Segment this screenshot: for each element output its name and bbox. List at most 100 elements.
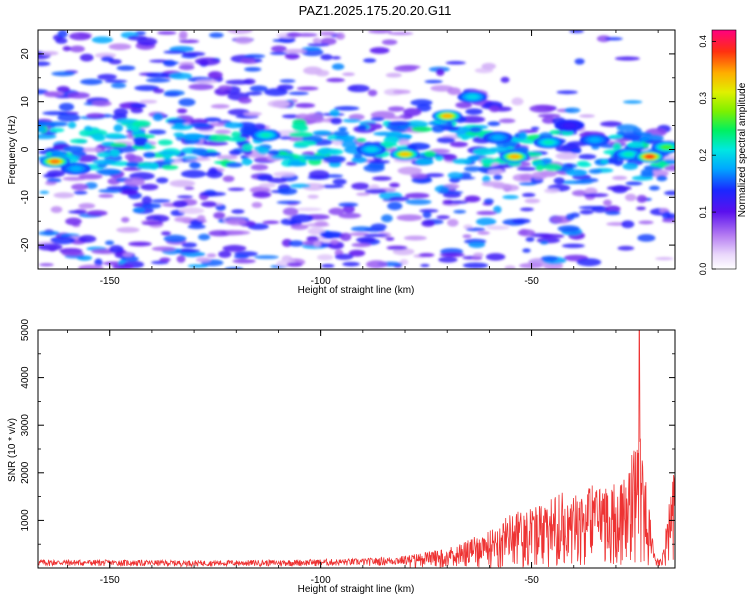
spectrogram-cell xyxy=(290,214,314,223)
spectrogram-cell xyxy=(208,230,232,237)
spectrogram-cell xyxy=(59,233,80,238)
spectrogram-y-tick-label: -10 xyxy=(20,190,31,205)
spectrogram-cell xyxy=(418,253,435,258)
spectrogram-cell xyxy=(187,224,206,230)
spectrogram-cell xyxy=(229,149,241,156)
spectrogram-cell xyxy=(614,56,640,61)
spectrogram-cell xyxy=(269,51,288,55)
spectrogram-cell xyxy=(38,61,51,67)
spectrogram-cell xyxy=(152,112,164,122)
spectrogram-cell xyxy=(129,103,147,109)
spectrogram-cell xyxy=(459,172,472,178)
spectrogram-hotspot xyxy=(70,166,81,171)
spectrogram-cell xyxy=(277,187,298,195)
spectrogram-cell xyxy=(452,158,473,165)
spectrogram-cell xyxy=(578,154,597,160)
spectrogram-cell xyxy=(621,220,635,229)
colorbar-tick-label: 0.4 xyxy=(698,35,708,48)
spectrogram-cell xyxy=(387,131,402,137)
spectrogram-cell xyxy=(524,198,541,204)
spectrogram-cell xyxy=(655,256,674,261)
spectrogram-y-ticks: -20 -10 0 10 20 xyxy=(20,29,675,270)
spectrogram-cell xyxy=(410,99,433,107)
spectrogram-cell xyxy=(226,137,247,142)
spectrogram-cell xyxy=(39,263,54,267)
spectrogram-cell xyxy=(389,196,410,202)
spectrogram-cell xyxy=(132,207,145,213)
spectrogram-cell xyxy=(301,46,321,51)
spectrogram-cell xyxy=(381,214,393,223)
spectrogram-cell xyxy=(227,187,245,192)
spectrogram-cell xyxy=(253,146,265,152)
spectrogram-cell xyxy=(539,240,549,245)
spectrogram-cell xyxy=(578,205,604,210)
spectrogram-cell xyxy=(441,126,460,131)
spectrogram-cell xyxy=(447,87,461,95)
spectrogram-cell xyxy=(276,200,302,205)
spectrogram-cell xyxy=(369,47,390,54)
spectrogram-cell xyxy=(605,210,621,216)
spectrogram-cell xyxy=(139,99,158,104)
spectrogram-cell xyxy=(191,148,208,156)
spectrogram-cell xyxy=(516,166,537,171)
spectrogram-hotspot xyxy=(644,154,655,159)
snr-y-label: SNR (10 * v/v) xyxy=(7,418,18,482)
spectrogram-cell xyxy=(62,145,85,153)
spectrogram-cell xyxy=(68,210,87,214)
spectrogram-cell xyxy=(169,179,196,188)
spectrogram-cell xyxy=(464,166,482,172)
spectrogram-cell xyxy=(323,155,346,164)
spectrogram-cell xyxy=(386,123,410,131)
spectrogram-cell xyxy=(369,159,390,164)
spectrogram-cell xyxy=(468,241,486,248)
spectrogram-cell xyxy=(153,88,165,94)
spectrogram-cell xyxy=(415,158,434,165)
spectrogram-cell xyxy=(449,141,468,148)
spectrogram-cell xyxy=(471,256,483,261)
spectrogram-cell xyxy=(121,256,139,262)
spectrogram-cell xyxy=(56,86,70,93)
spectrogram-cell xyxy=(86,210,108,217)
spectrogram-cell xyxy=(600,159,609,164)
spectrogram-cell xyxy=(326,77,345,83)
spectrogram-cell xyxy=(368,30,393,34)
spectrogram-cell xyxy=(157,31,177,35)
spectrogram-cell xyxy=(328,207,345,216)
spectrogram-cell xyxy=(97,73,117,80)
spectrogram-cell xyxy=(182,51,206,57)
spectrogram-hotspot xyxy=(623,152,634,157)
spectrogram-cell xyxy=(462,262,489,269)
spectrogram-cell xyxy=(529,104,555,113)
spectrogram-cell xyxy=(383,116,405,120)
spectrogram-x-label: Height of straight line (km) xyxy=(298,285,415,296)
spectrogram-cell xyxy=(50,236,76,245)
spectrogram-cell xyxy=(549,130,561,135)
spectrogram-cell xyxy=(194,57,221,66)
spectrogram-cell xyxy=(290,224,309,230)
spectrogram-hotspot xyxy=(661,144,672,150)
colorbar-tick-label: 0.0 xyxy=(698,263,708,276)
spectrogram-cell xyxy=(436,136,456,144)
colorbar-frame xyxy=(711,29,737,270)
spectrogram-cell xyxy=(331,63,345,71)
spectrogram-cell xyxy=(469,126,482,133)
spectrogram-cell xyxy=(113,124,124,133)
spectrogram-cell xyxy=(404,120,429,128)
spectrogram-cell xyxy=(583,193,609,198)
spectrogram-cell xyxy=(363,58,377,63)
spectrogram-cell xyxy=(156,177,169,184)
snr-panel: -150 -100 -50 1000 2000 3000 4000 5000 Height … xyxy=(7,318,676,595)
spectrogram-cell xyxy=(218,250,232,258)
spectrogram-cell xyxy=(366,260,388,269)
spectrogram-cell xyxy=(635,131,652,137)
spectrogram-cell xyxy=(244,54,266,59)
spectrogram-hotspot xyxy=(442,113,453,119)
spectrogram-cell xyxy=(477,231,490,235)
spectrogram-cell xyxy=(79,129,92,137)
spectrogram-cell xyxy=(500,76,510,83)
spectrogram-cell xyxy=(78,173,103,180)
spectrogram-cell xyxy=(649,185,660,191)
spectrogram-cell xyxy=(338,126,348,132)
spectrogram-cell xyxy=(330,117,343,125)
